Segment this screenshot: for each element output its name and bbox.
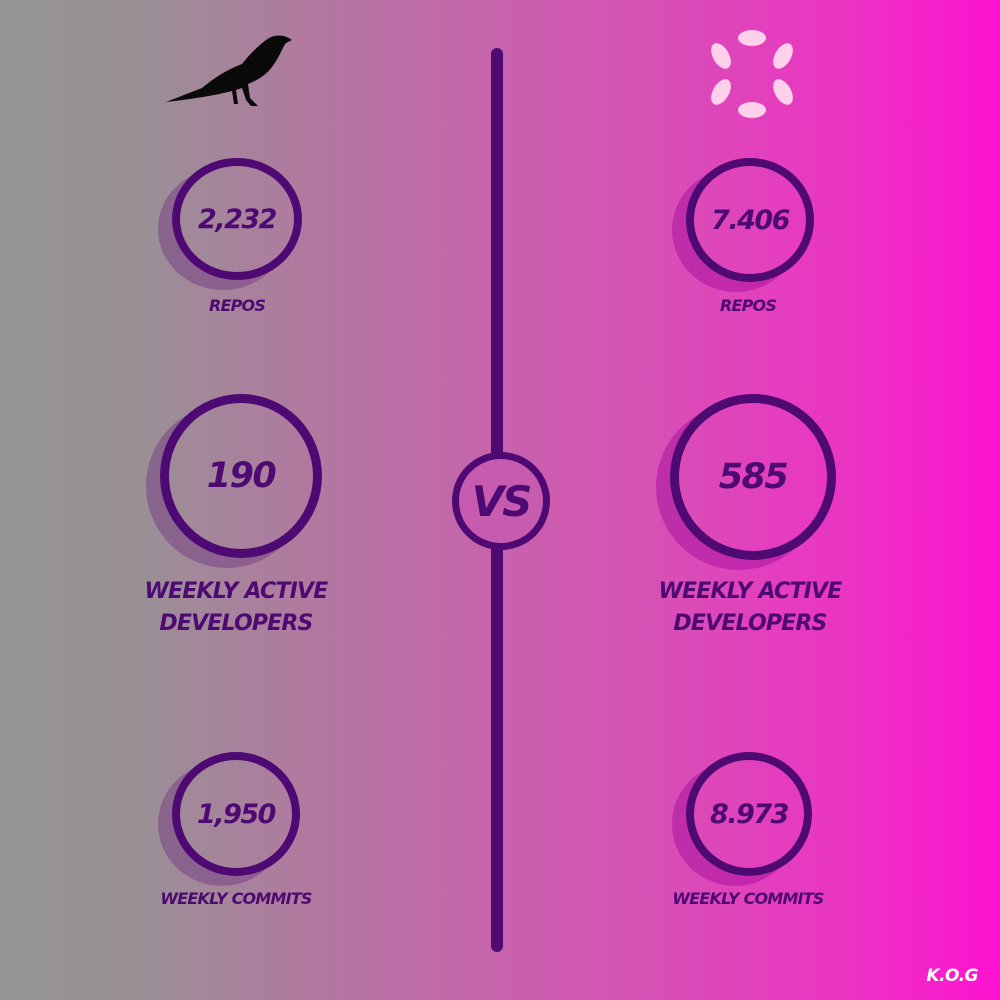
stat-value: 1,950 bbox=[197, 798, 276, 830]
stat-ring: 190 bbox=[160, 394, 322, 558]
stat-label-line: DEVELOPERS bbox=[159, 611, 313, 636]
stat-ring: 1,950 bbox=[172, 752, 300, 876]
stat-value: 190 bbox=[206, 456, 277, 496]
stat-ring: 2,232 bbox=[172, 158, 302, 280]
stat-label-line: WEEKLY ACTIVE bbox=[144, 579, 329, 604]
stat-ring: 585 bbox=[670, 394, 836, 560]
stat-label-line: WEEKLY ACTIVE bbox=[658, 579, 843, 604]
stat-label-line: DEVELOPERS bbox=[673, 611, 827, 636]
stat-value: 7.406 bbox=[711, 204, 790, 236]
stat-value: 585 bbox=[718, 457, 789, 497]
stat-label: WEEKLY COMMITS bbox=[160, 889, 312, 908]
stat-label: WEEKLY ACTIVE DEVELOPERS bbox=[630, 576, 870, 640]
stat-value: 2,232 bbox=[198, 203, 277, 235]
stat-ring: 7.406 bbox=[686, 158, 814, 282]
polkadot-logo-icon bbox=[711, 30, 793, 118]
stat-ring: 8.973 bbox=[686, 752, 812, 876]
stat-label: WEEKLY COMMITS bbox=[672, 889, 824, 908]
stat-label: WEEKLY ACTIVE DEVELOPERS bbox=[116, 576, 356, 640]
vs-label: VS bbox=[471, 476, 533, 526]
stat-label: REPOS bbox=[208, 296, 266, 315]
stat-value: 8.973 bbox=[710, 798, 789, 830]
vs-badge: VS bbox=[452, 452, 550, 550]
raven-icon bbox=[166, 35, 292, 106]
footer-credit: K.O.G bbox=[926, 966, 978, 986]
stat-label: REPOS bbox=[719, 296, 777, 315]
